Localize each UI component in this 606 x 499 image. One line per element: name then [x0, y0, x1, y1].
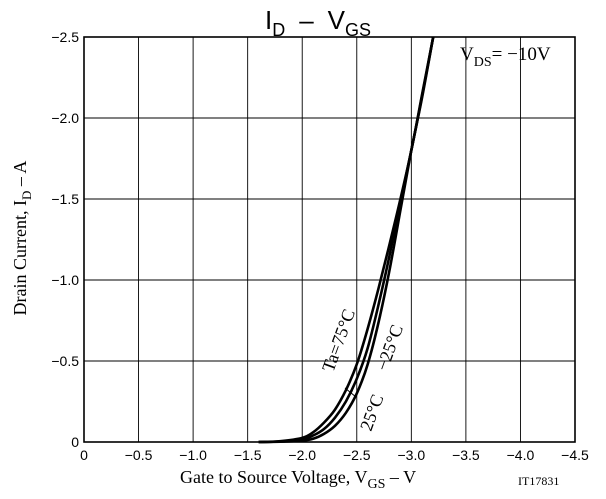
grid — [84, 36, 576, 442]
title-dash: – — [299, 5, 314, 35]
y-axis-label: Drain Current, ID – A — [10, 161, 34, 316]
y-tick-label: −0.5 — [51, 353, 79, 369]
x-tick-label: −4.5 — [561, 447, 589, 463]
xlabel-sub: GS — [367, 477, 385, 492]
figure-id: IT17831 — [518, 474, 559, 488]
ylabel-main: Drain Current, I — [10, 200, 30, 315]
x-tick-label: −1.0 — [179, 447, 207, 463]
x-tick-label: −3.5 — [452, 447, 480, 463]
y-tick-label: −1.5 — [51, 191, 79, 207]
y-tick-label: −2.0 — [51, 110, 79, 126]
series-line-1 — [258, 36, 435, 444]
y-tick-label: −1.0 — [51, 272, 79, 288]
vds-suffix: = −10V — [492, 44, 551, 65]
x-tick-label: −1.5 — [234, 447, 262, 463]
ylabel-unit: – A — [10, 161, 30, 191]
x-tick-label: −0.5 — [125, 447, 153, 463]
vds-prefix: V — [460, 44, 474, 65]
chart-title: ID – VGS — [265, 5, 371, 40]
series — [258, 36, 435, 444]
title-sub-2: GS — [345, 20, 371, 40]
plot-frame — [83, 36, 576, 443]
curve-label-75c: Ta=75°C — [318, 306, 359, 374]
title-main-1: I — [265, 5, 272, 35]
vds-annotation: VDS= −10V — [460, 44, 551, 70]
y-tick-labels: 0 −0.5 −1.0 −1.5 −2.0 −2.5 — [51, 29, 79, 450]
series-line-0 — [258, 36, 435, 444]
y-tick-label: 0 — [71, 434, 79, 450]
x-tick-label: −3.0 — [398, 447, 426, 463]
title-sub-1: D — [272, 20, 285, 40]
x-tick-label: −4.0 — [507, 447, 535, 463]
y-tick-label: −2.5 — [51, 29, 79, 45]
curve-label-25c: 25°C — [356, 392, 388, 434]
vds-sub: DS — [474, 55, 492, 70]
series-line-2 — [258, 36, 435, 444]
x-tick-label: −2.5 — [343, 447, 371, 463]
xlabel-main: Gate to Source Voltage, V — [180, 467, 367, 487]
curve-label-25c-leader — [344, 387, 357, 398]
title-main-2: V — [328, 5, 346, 35]
x-tick-label: 0 — [80, 447, 88, 463]
x-tick-labels: 0 −0.5 −1.0 −1.5 −2.0 −2.5 −3.0 −3.5 −4.0 −4.5 — [80, 447, 589, 463]
ylabel-sub: D — [19, 191, 34, 200]
x-axis-label: Gate to Source Voltage, VGS – V — [180, 467, 416, 492]
xlabel-unit: – V — [385, 467, 416, 487]
x-tick-label: −2.0 — [288, 447, 316, 463]
